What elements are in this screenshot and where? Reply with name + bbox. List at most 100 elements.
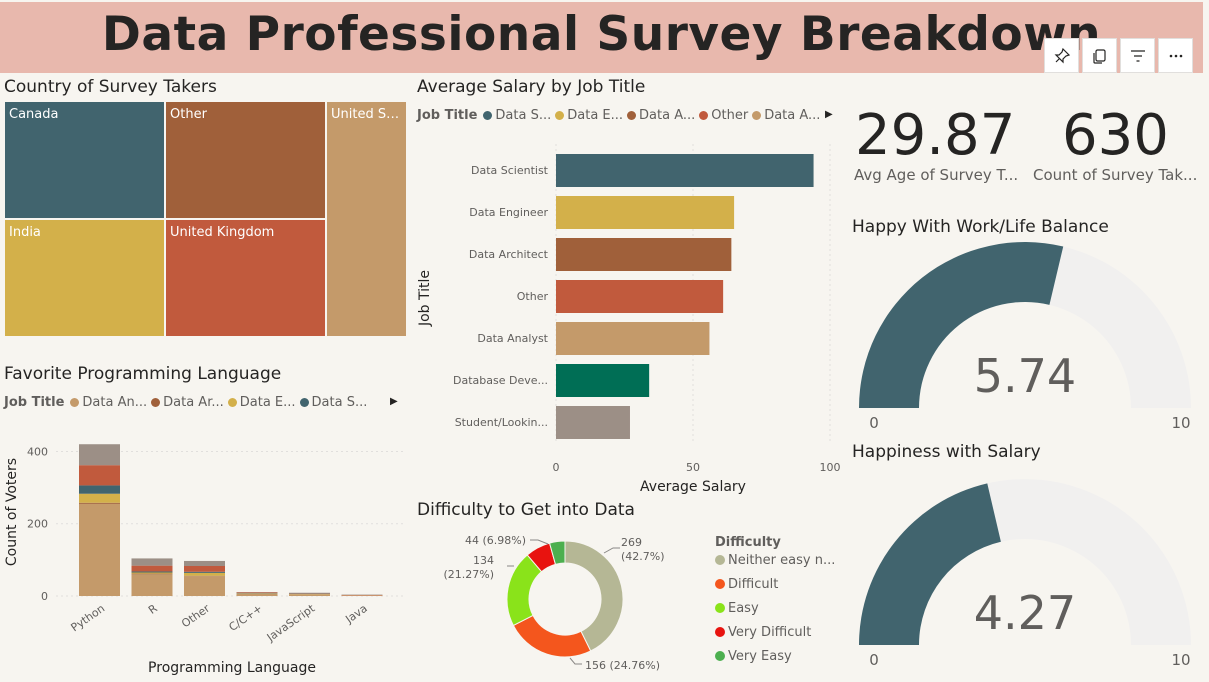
kpi-avg-age-value: 29.87 <box>855 103 1016 168</box>
filter-button[interactable] <box>1120 38 1155 73</box>
bar <box>556 280 724 313</box>
stacked-bar-segment <box>236 592 278 594</box>
x-tick-label: Python <box>69 602 108 635</box>
y-tick-label: Student/Lookin... <box>455 416 548 429</box>
legend-label: Easy <box>728 601 759 616</box>
legend-item[interactable]: Data S... <box>483 108 551 123</box>
stacked-bar-segment <box>131 565 173 572</box>
stacked-bar-segment <box>79 485 120 494</box>
legend-marker <box>151 398 161 407</box>
bar <box>556 238 732 271</box>
legend-label: Data An... <box>82 395 148 410</box>
bar <box>556 364 650 397</box>
treemap-cell-india[interactable]: India <box>4 219 165 337</box>
treemap-cell-label: United St... <box>331 107 404 122</box>
legend-next-arrow-icon[interactable]: ▶ <box>390 396 398 407</box>
x-tick-label: Java <box>342 602 369 627</box>
treemap-cell-canada[interactable]: Canada <box>4 101 165 219</box>
pin-button[interactable] <box>1044 38 1079 73</box>
stacked-bar-segment <box>131 574 173 596</box>
legend-label: Data A... <box>764 108 821 123</box>
x-tick-label: R <box>146 602 160 617</box>
x-tick-label: 100 <box>820 461 841 474</box>
legend-label: Data A... <box>639 108 696 123</box>
y-tick-label: 400 <box>27 445 48 458</box>
gauge-salary-title: Happiness with Salary <box>852 442 1041 462</box>
treemap-cell-label: Other <box>170 107 207 122</box>
legend-next-arrow-icon[interactable]: ▶ <box>825 109 833 120</box>
data-label-leader <box>603 547 620 554</box>
legend-item[interactable]: Data E... <box>555 108 623 123</box>
legend-marker <box>555 111 565 120</box>
stacked-bar-segment <box>184 576 225 596</box>
treemap-cell-other[interactable]: Other <box>165 101 326 219</box>
kpi-count-value: 630 <box>1062 103 1169 168</box>
data-label: 134 <box>473 554 494 567</box>
data-label: (21.27%) <box>443 568 494 581</box>
treemap-cell-label: India <box>9 225 41 240</box>
data-label: 156 (24.76%) <box>585 659 660 672</box>
gauge-fill <box>859 242 1064 408</box>
legend-item[interactable]: Data An... <box>70 395 147 410</box>
filter-icon <box>1130 49 1145 62</box>
x-tick-label: C/C++ <box>227 602 265 634</box>
language-legend: Job Title Data An... Data Ar... Data E..… <box>4 395 371 410</box>
legend-marker <box>715 579 725 589</box>
y-tick-label: Data Scientist <box>471 164 549 177</box>
stacked-bar-segment <box>79 465 120 486</box>
legend-label: Data E... <box>567 108 624 123</box>
legend-marker <box>715 603 725 613</box>
salary-chart: Data Scientist Data Engineer Data Architec… <box>417 144 841 495</box>
copy-button[interactable] <box>1082 38 1117 73</box>
data-label-leader <box>530 539 549 545</box>
legend-title: Job Title <box>417 108 478 123</box>
legend-item[interactable]: Data Ar... <box>151 395 224 410</box>
y-tick-label: Database Deve... <box>453 374 548 387</box>
legend-item[interactable]: Other <box>699 108 748 123</box>
x-tick-label: JavaScript <box>264 601 318 644</box>
gauge-max-label: 10 <box>1171 651 1190 669</box>
legend-item[interactable]: Data S... <box>299 395 367 410</box>
legend-label: Very Easy <box>728 649 792 664</box>
kpi-avg-age-label: Avg Age of Survey T... <box>854 166 1019 184</box>
legend-item[interactable]: Data A... <box>752 108 820 123</box>
bar <box>556 322 710 355</box>
y-tick-label: Data Architect <box>469 248 549 261</box>
treemap-cell-united-states[interactable]: United St... <box>326 101 407 337</box>
stacked-bar-segment <box>79 493 120 503</box>
gauge-value: 4.27 <box>974 586 1076 640</box>
legend-label: Data E... <box>239 395 296 410</box>
stacked-bar-segment <box>79 503 120 596</box>
legend-marker <box>752 111 762 120</box>
more-options-icon <box>1169 54 1182 57</box>
stacked-bar-segment <box>184 566 225 572</box>
legend-marker <box>627 111 637 120</box>
y-tick-label: Data Analyst <box>477 332 548 345</box>
data-label: (42.7%) <box>621 550 665 563</box>
legend-marker <box>483 111 493 120</box>
legend-marker <box>699 111 709 120</box>
legend-title: Job Title <box>4 395 65 410</box>
y-tick-label: Data Engineer <box>469 206 548 219</box>
donut-slice <box>548 540 566 565</box>
y-axis-label: Count of Voters <box>4 458 20 566</box>
more-options-button[interactable] <box>1158 38 1193 73</box>
pin-icon <box>1054 47 1070 63</box>
gauge-fill <box>859 483 1001 645</box>
legend-item[interactable]: Data E... <box>227 395 296 410</box>
language-chart-title: Favorite Programming Language <box>4 364 282 384</box>
x-axis-label: Average Salary <box>640 479 746 495</box>
legend-item[interactable]: Data A... <box>627 108 695 123</box>
legend-marker <box>227 398 237 407</box>
donut-slice <box>564 540 624 652</box>
stacked-bar-segment <box>79 502 120 504</box>
difficulty-chart: 269(42.7%) 156 (24.76%) 134(21.27%) 44 (6.9… <box>443 534 835 672</box>
data-label: 44 (6.98%) <box>465 534 526 547</box>
treemap-cell-united-kingdom[interactable]: United Kingdom <box>165 219 326 337</box>
gauge-worklife: 5.74 0 10 <box>859 242 1191 432</box>
legend-label: Other <box>711 108 749 123</box>
bar <box>556 196 735 229</box>
x-axis-label: Programming Language <box>148 660 316 676</box>
legend-label: Difficult <box>728 577 778 592</box>
data-label: 269 <box>621 536 642 549</box>
